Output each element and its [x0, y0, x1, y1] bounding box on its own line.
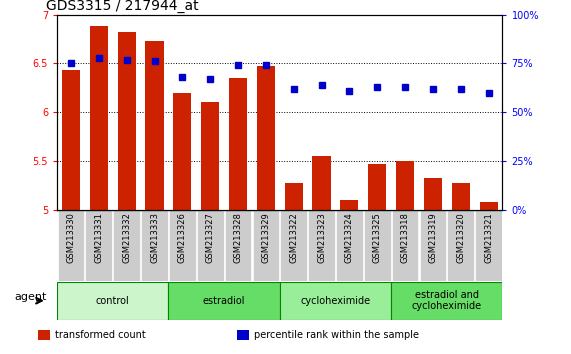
Bar	[280, 282, 391, 320]
Bar	[480, 202, 497, 210]
FancyBboxPatch shape	[308, 210, 335, 281]
FancyBboxPatch shape	[113, 210, 140, 281]
Bar	[90, 27, 108, 210]
Bar	[368, 164, 386, 210]
Bar	[285, 183, 303, 210]
FancyBboxPatch shape	[86, 210, 112, 281]
Text: GSM213326: GSM213326	[178, 212, 187, 263]
Text: GSM213329: GSM213329	[262, 212, 271, 263]
Text: GSM213321: GSM213321	[484, 212, 493, 263]
Bar	[118, 32, 136, 210]
Text: percentile rank within the sample: percentile rank within the sample	[254, 330, 419, 341]
FancyBboxPatch shape	[197, 210, 224, 281]
Bar	[396, 161, 414, 210]
FancyBboxPatch shape	[392, 210, 419, 281]
Text: cycloheximide: cycloheximide	[300, 296, 371, 306]
Text: GSM213333: GSM213333	[150, 212, 159, 263]
Bar	[168, 282, 280, 320]
FancyBboxPatch shape	[420, 210, 447, 281]
Bar	[391, 282, 502, 320]
Text: GSM213322: GSM213322	[289, 212, 298, 263]
Bar	[201, 102, 219, 210]
FancyBboxPatch shape	[364, 210, 391, 281]
Bar	[229, 78, 247, 210]
Bar	[62, 70, 80, 210]
Bar	[340, 200, 359, 210]
Text: GSM213331: GSM213331	[94, 212, 103, 263]
Text: control: control	[96, 296, 130, 306]
FancyBboxPatch shape	[280, 210, 307, 281]
Text: GSM213328: GSM213328	[234, 212, 243, 263]
Text: GSM213323: GSM213323	[317, 212, 326, 263]
Bar	[312, 156, 331, 210]
Text: GSM213325: GSM213325	[373, 212, 382, 263]
FancyBboxPatch shape	[169, 210, 196, 281]
FancyBboxPatch shape	[58, 210, 85, 281]
Bar	[57, 282, 168, 320]
Text: agent: agent	[14, 292, 47, 302]
FancyBboxPatch shape	[224, 210, 251, 281]
Text: GDS3315 / 217944_at: GDS3315 / 217944_at	[46, 0, 198, 13]
Bar	[146, 41, 163, 210]
FancyBboxPatch shape	[336, 210, 363, 281]
Bar	[452, 183, 470, 210]
Text: GSM213320: GSM213320	[456, 212, 465, 263]
Text: transformed count: transformed count	[55, 330, 146, 341]
Text: GSM213330: GSM213330	[66, 212, 75, 263]
Text: GSM213319: GSM213319	[428, 212, 437, 263]
Text: GSM213327: GSM213327	[206, 212, 215, 263]
Text: estradiol: estradiol	[203, 296, 246, 306]
Bar	[237, 330, 249, 340]
Bar	[174, 93, 191, 210]
Bar	[424, 177, 442, 210]
Text: GSM213318: GSM213318	[400, 212, 409, 263]
FancyBboxPatch shape	[252, 210, 279, 281]
Text: estradiol and
cycloheximide: estradiol and cycloheximide	[412, 290, 482, 312]
FancyBboxPatch shape	[141, 210, 168, 281]
FancyBboxPatch shape	[475, 210, 502, 281]
Text: GSM213324: GSM213324	[345, 212, 354, 263]
Bar	[257, 66, 275, 210]
FancyBboxPatch shape	[447, 210, 474, 281]
Bar	[38, 330, 50, 340]
Text: GSM213332: GSM213332	[122, 212, 131, 263]
